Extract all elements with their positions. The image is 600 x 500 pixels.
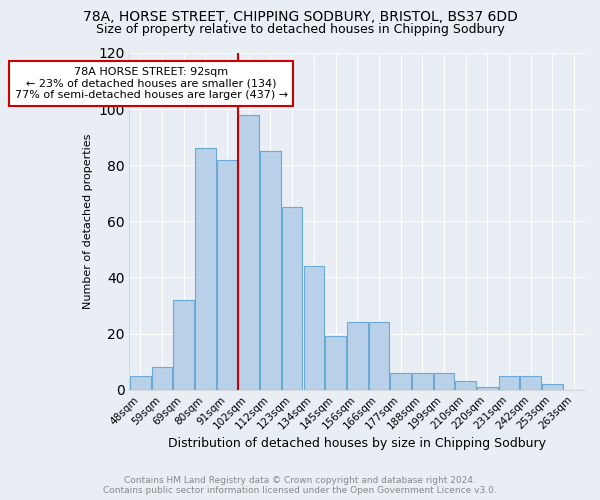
Bar (499, 376, 520, 390)
Bar (282, 208, 302, 390)
Bar (477, 387, 497, 390)
Bar (434, 373, 454, 390)
Bar (520, 376, 541, 390)
Text: Contains HM Land Registry data © Crown copyright and database right 2024.
Contai: Contains HM Land Registry data © Crown c… (103, 476, 497, 495)
Bar (260, 151, 281, 390)
X-axis label: Distribution of detached houses by size in Chipping Sodbury: Distribution of detached houses by size … (168, 437, 546, 450)
Text: 78A HORSE STREET: 92sqm
← 23% of detached houses are smaller (134)
77% of semi-d: 78A HORSE STREET: 92sqm ← 23% of detache… (14, 67, 287, 100)
Bar (304, 266, 324, 390)
Bar (238, 114, 259, 390)
Text: 78A, HORSE STREET, CHIPPING SODBURY, BRISTOL, BS37 6DD: 78A, HORSE STREET, CHIPPING SODBURY, BRI… (83, 10, 517, 24)
Bar (542, 384, 563, 390)
Bar (455, 382, 476, 390)
Text: Size of property relative to detached houses in Chipping Sodbury: Size of property relative to detached ho… (95, 22, 505, 36)
Bar (152, 368, 172, 390)
Bar (195, 148, 215, 390)
Bar (130, 376, 151, 390)
Bar (390, 373, 411, 390)
Bar (173, 300, 194, 390)
Bar (368, 322, 389, 390)
Y-axis label: Number of detached properties: Number of detached properties (83, 134, 92, 309)
Bar (412, 373, 433, 390)
Bar (217, 160, 238, 390)
Bar (325, 336, 346, 390)
Bar (347, 322, 368, 390)
